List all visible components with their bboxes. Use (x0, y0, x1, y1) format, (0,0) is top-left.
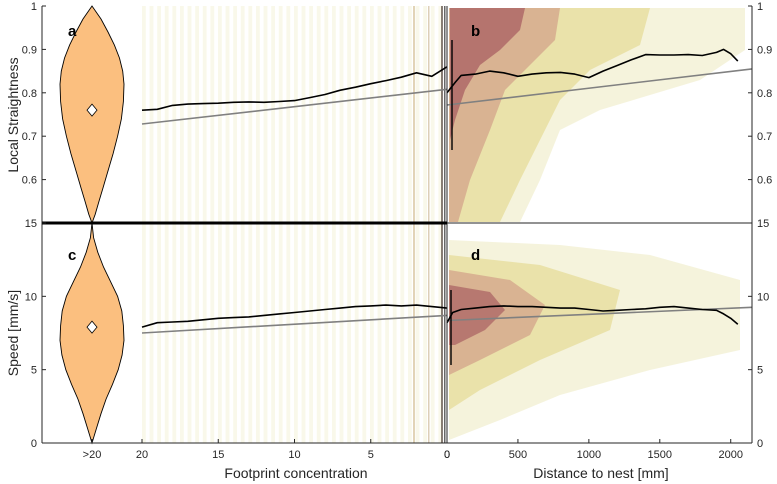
x-tick-label-footprint: 5 (368, 449, 374, 461)
panel-label-c: c (68, 247, 76, 264)
y-tick-label-top: 0.9 (22, 44, 37, 56)
violins (59, 5, 125, 445)
y-tick-label-bottom: 10 (25, 291, 37, 303)
y-tick-label-top: 1 (31, 1, 37, 13)
fit-line-c (141, 314, 448, 334)
y-tick-label-top-right: 0.8 (757, 88, 772, 100)
y-tick-label-top: 0.7 (22, 131, 37, 143)
x-tick-label-distance: 500 (509, 449, 527, 461)
y-label-top: Local Straightness (5, 57, 21, 172)
fit-line-a (141, 88, 448, 125)
x-tick-label-footprint: 15 (212, 449, 224, 461)
y-tick-label-bottom-right: 10 (757, 291, 769, 303)
x-tick-label-footprint: 0 (444, 449, 450, 461)
trend-line-b (446, 48, 739, 94)
trend-line-d (446, 305, 739, 325)
density-contour (449, 285, 505, 345)
y-tick-label-bottom: 15 (25, 218, 37, 230)
y-tick-label-bottom: 0 (31, 438, 37, 450)
y-tick-label-bottom-right: 15 (757, 218, 769, 230)
violin-a-median-marker (86, 103, 98, 117)
violin-c-median-marker (86, 320, 98, 334)
y-tick-label-top: 0.8 (22, 88, 37, 100)
panel-label-b: b (471, 23, 480, 40)
trend-lines (141, 40, 753, 365)
density-field-d (449, 240, 740, 440)
y-tick-label-top-right: 0.7 (757, 131, 772, 143)
axis-ticks: 0.60.70.80.910.60.70.80.91051015051015>2… (22, 1, 773, 461)
x-tick-label-distance: 1000 (577, 449, 601, 461)
y-tick-label-top-right: 0.6 (757, 175, 772, 187)
x-tick-label-footprint: 10 (288, 449, 300, 461)
y-tick-label-top: 0.6 (22, 175, 37, 187)
x-tick-label-distance: 2000 (718, 449, 742, 461)
y-tick-label-top-right: 0.9 (757, 44, 772, 56)
y-tick-label-bottom-right: 5 (757, 365, 763, 377)
fit-line-b (446, 68, 753, 106)
x-tick-label-footprint: 20 (136, 449, 148, 461)
x-tick-label-violin: >20 (83, 449, 102, 461)
x-tick-label-distance: 1500 (648, 449, 672, 461)
density-field-b (449, 8, 745, 222)
x-label-left: Footprint concentration (224, 465, 367, 481)
x-tick-label-distance: 0 (444, 449, 450, 461)
panel-label-a: a (68, 23, 77, 40)
y-tick-label-bottom-right: 0 (757, 438, 763, 450)
y-tick-label-bottom: 5 (31, 365, 37, 377)
trend-line-a (141, 66, 448, 111)
trend-line-c (141, 304, 448, 328)
density-contour (450, 8, 525, 140)
y-label-bottom: Speed [mm/s] (5, 290, 21, 376)
panel-label-d: d (471, 247, 480, 264)
x-label-right: Distance to nest [mm] (533, 465, 668, 481)
y-tick-label-top-right: 1 (757, 1, 763, 13)
